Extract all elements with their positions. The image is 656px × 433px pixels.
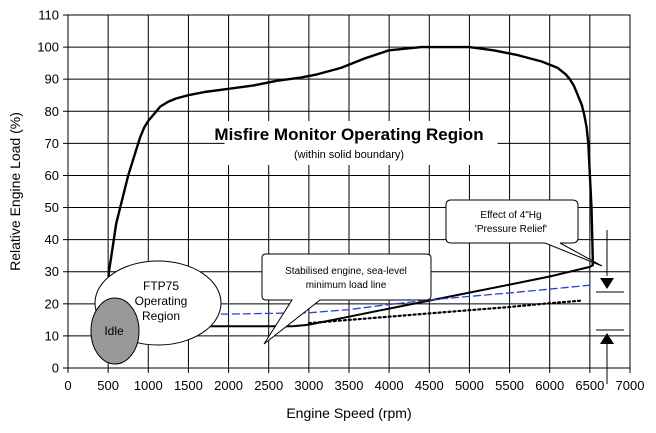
title-backdrop: [224, 121, 498, 165]
x-tick-label: 4500: [415, 378, 444, 393]
ftp75-label: Region: [142, 309, 180, 323]
y-axis-label: Relative Engine Load (%): [7, 112, 23, 271]
idle-region-ellipse: [90, 297, 140, 365]
y-tick-label: 80: [45, 104, 59, 119]
chart-title: Misfire Monitor Operating Region: [214, 125, 483, 144]
y-tick-label: 100: [37, 40, 59, 55]
stabilised-callout-text: Stabilised engine, sea-level: [285, 266, 407, 277]
boundary-line: [106, 45, 594, 289]
x-tick-label: 0: [64, 378, 71, 393]
down-arrow-icon: [600, 278, 614, 289]
x-axis-label: Engine Speed (rpm): [286, 405, 411, 421]
x-tick-label: 3500: [335, 378, 364, 393]
y-tick-label: 60: [45, 168, 59, 183]
y-tick-label: 110: [38, 8, 59, 23]
y-tick-label: 90: [45, 72, 59, 87]
x-tick-label: 5500: [495, 378, 524, 393]
y-tick-label: 30: [45, 264, 59, 279]
x-tick-label: 1500: [174, 378, 203, 393]
idle-label: Idle: [104, 324, 124, 338]
y-tick-label: 40: [45, 232, 59, 247]
x-tick-label: 6000: [535, 378, 564, 393]
chart-subtitle: (within solid boundary): [294, 149, 404, 161]
x-tick-label: 7000: [616, 378, 645, 393]
x-tick-label: 1000: [134, 378, 163, 393]
ftp75-label: Operating: [135, 294, 188, 308]
dotted-load-line: [307, 299, 583, 325]
stabilised-callout: [261, 253, 432, 345]
pressure-relief-callout: [445, 199, 603, 267]
x-tick-label: 6500: [575, 378, 604, 393]
x-tick-label: 3000: [294, 378, 323, 393]
x-tick-label: 2000: [214, 378, 243, 393]
x-tick-label: 500: [97, 378, 119, 393]
y-tick-label: 10: [45, 328, 59, 343]
pressure-relief-callout-text: 'Pressure Relief': [475, 224, 547, 235]
pressure-relief-dashed-line: [187, 284, 591, 316]
y-tick-label: 70: [45, 136, 59, 151]
x-tick-label: 5000: [455, 378, 484, 393]
label-layer: Misfire Monitor Operating Region (within…: [7, 112, 484, 421]
y-tick-label: 0: [52, 361, 59, 376]
up-arrow-icon: [600, 333, 614, 344]
tick-layer: 0 500 1000 1500 2000 2500 3000 3500 4000 4500 5000…: [37, 8, 644, 394]
x-tick-label: 4000: [375, 378, 404, 393]
y-tick-label: 50: [45, 200, 59, 215]
ftp75-label: FTP75: [143, 279, 179, 293]
pressure-relief-callout-text: Effect of 4"Hg: [480, 210, 541, 221]
stabilised-callout-text: minimum load line: [306, 280, 387, 291]
y-tick-label: 20: [45, 296, 59, 311]
x-tick-label: 2500: [254, 378, 283, 393]
